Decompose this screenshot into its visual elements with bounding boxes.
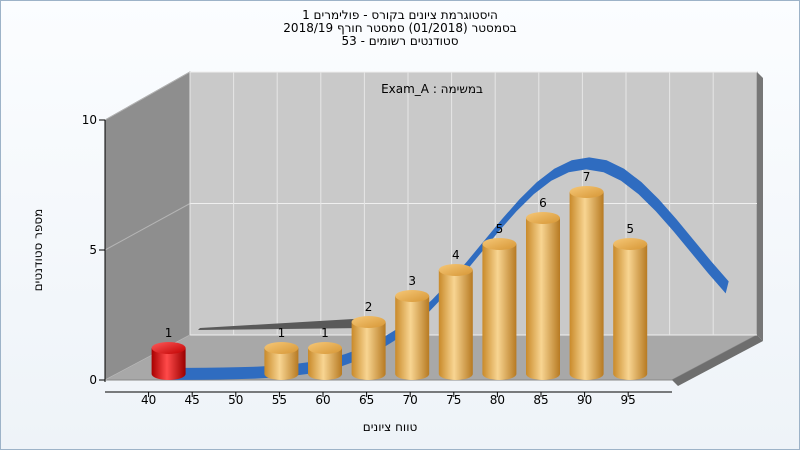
bar-top <box>482 238 517 250</box>
data-label: 6 <box>539 196 547 210</box>
x-tick-label: 60 <box>315 393 330 407</box>
bar-top <box>526 212 560 224</box>
data-label: 3 <box>408 274 416 288</box>
bar-body <box>613 244 648 380</box>
bar-80 <box>482 238 517 381</box>
bar-body <box>569 192 604 380</box>
x-tick-label: 75 <box>446 393 461 407</box>
bar-55 <box>264 342 299 380</box>
bar-70 <box>395 290 430 380</box>
bar-85 <box>526 212 560 380</box>
bar-body <box>351 322 386 380</box>
data-labels: 1 1 1 2 3 4 5 6 7 5 <box>165 170 634 340</box>
bar-40 <box>151 342 186 380</box>
data-label: 5 <box>496 222 504 236</box>
bar-65 <box>351 316 386 380</box>
bars <box>151 186 648 381</box>
bar-90 <box>569 186 604 380</box>
bar-top <box>569 186 604 198</box>
bar-body <box>526 218 560 380</box>
bar-body <box>308 348 342 380</box>
x-axis-label: טווח ציונים <box>362 420 418 434</box>
bar-top <box>613 238 648 250</box>
bar-top <box>308 342 342 354</box>
chart-titles: היסטוגרמת ציונים בקורס - פולימרים 1 בסמס… <box>0 9 800 48</box>
x-tick-label: 95 <box>621 393 636 407</box>
data-label: 4 <box>452 248 460 262</box>
bar-body <box>264 348 299 380</box>
bar-top <box>151 342 186 354</box>
y-tick-label: 5 <box>89 243 97 257</box>
y-tick-label: 0 <box>89 373 97 387</box>
grid-lines <box>104 71 757 381</box>
bar-body <box>395 296 430 380</box>
x-tick-label: 50 <box>228 393 243 407</box>
bar-95 <box>613 238 648 380</box>
bar-top <box>395 290 430 302</box>
grid-line-side <box>104 203 191 251</box>
chart-title-line3: סטודנטים רשומים - 53 <box>341 34 459 48</box>
y-axis-label: מספר סטודנטים <box>31 208 45 292</box>
data-label: 7 <box>583 170 591 184</box>
data-label: 1 <box>321 326 329 340</box>
chart-title-line1: היסטוגרמת ציונים בקורס - פולימרים 1 <box>302 8 498 22</box>
back-wall-edge <box>757 72 763 341</box>
bar-top <box>351 316 386 328</box>
x-tick-label: 80 <box>490 393 505 407</box>
chart-title-line2: בסמסטר (01/2018) סמסטר חורף 2018/19 <box>283 21 517 35</box>
x-tick-label: 65 <box>359 393 374 407</box>
x-tick-label: 70 <box>403 393 418 407</box>
bar-body <box>151 348 186 380</box>
data-label: 1 <box>278 326 286 340</box>
bar-top <box>438 264 473 276</box>
x-tick-label: 85 <box>533 393 548 407</box>
trend-line <box>167 157 729 380</box>
data-label: 1 <box>165 326 173 340</box>
side-wall <box>104 71 191 381</box>
bar-body <box>438 270 473 380</box>
grid-line-side <box>104 71 191 121</box>
floor-edge <box>672 335 763 386</box>
x-tick-label: 55 <box>272 393 287 407</box>
data-label: 2 <box>365 300 373 314</box>
x-tick-label: 40 <box>141 393 156 407</box>
x-tick-label: 45 <box>185 393 200 407</box>
trend-flat-band <box>198 318 370 330</box>
exam-annotation: Exam_A : במשימה <box>381 82 483 96</box>
y-tick-label: 10 <box>82 113 97 127</box>
bar-60 <box>308 342 342 380</box>
grid-line-side <box>104 334 191 381</box>
bar-top <box>264 342 299 354</box>
x-tick-label: 90 <box>577 393 592 407</box>
bar-body <box>482 244 517 381</box>
data-label: 5 <box>626 222 634 236</box>
bar-75 <box>438 264 473 380</box>
